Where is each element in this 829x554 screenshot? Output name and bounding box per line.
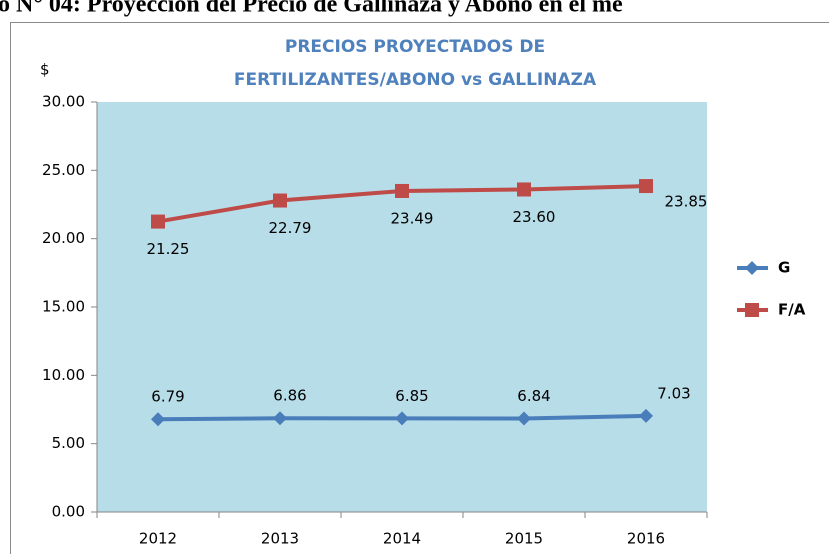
marker xyxy=(639,179,653,194)
marker xyxy=(395,411,409,426)
marker xyxy=(745,261,759,275)
y-tick-label: 15.00 xyxy=(42,298,85,316)
legend-label: F/A xyxy=(778,301,806,319)
marker xyxy=(273,411,287,426)
marker xyxy=(639,408,653,423)
data-label: 23.60 xyxy=(513,208,556,226)
x-tick-label: 2016 xyxy=(627,530,665,548)
legend-label: G xyxy=(778,259,790,277)
y-tick-label: 20.00 xyxy=(42,229,85,247)
y-tick-label: 30.00 xyxy=(42,93,85,111)
marker xyxy=(151,412,165,427)
marker xyxy=(517,182,531,197)
data-label: 7.03 xyxy=(657,384,690,402)
data-label: 21.25 xyxy=(147,240,190,258)
marker xyxy=(151,214,165,229)
x-tick-label: 2014 xyxy=(383,530,421,548)
marker xyxy=(517,411,531,426)
data-label: 23.49 xyxy=(391,209,434,227)
chart-title: FERTILIZANTES/ABONO vs GALLINAZA xyxy=(234,70,597,90)
x-tick-label: 2013 xyxy=(261,530,299,548)
data-label: 6.85 xyxy=(395,387,428,405)
data-label: 6.84 xyxy=(517,387,550,405)
x-tick-label: 2015 xyxy=(505,530,543,548)
marker xyxy=(745,303,759,317)
data-label: 6.79 xyxy=(151,388,184,406)
data-label: 22.79 xyxy=(269,219,312,237)
y-tick-label: 5.00 xyxy=(52,434,85,452)
marker xyxy=(395,183,409,198)
y-tick-label: 0.00 xyxy=(52,503,85,521)
y-tick-label: 10.00 xyxy=(42,366,85,384)
caption: o N° 04: Proyección del Precio de Gallin… xyxy=(0,0,623,18)
data-label: 23.85 xyxy=(665,193,708,211)
y-axis-label: $ xyxy=(40,61,50,79)
marker xyxy=(273,193,287,208)
chart-title: PRECIOS PROYECTADOS DE xyxy=(285,37,545,57)
y-tick-label: 25.00 xyxy=(42,161,85,179)
data-label: 6.86 xyxy=(273,387,306,405)
plot-area xyxy=(97,102,707,512)
x-tick-label: 2012 xyxy=(139,530,177,548)
